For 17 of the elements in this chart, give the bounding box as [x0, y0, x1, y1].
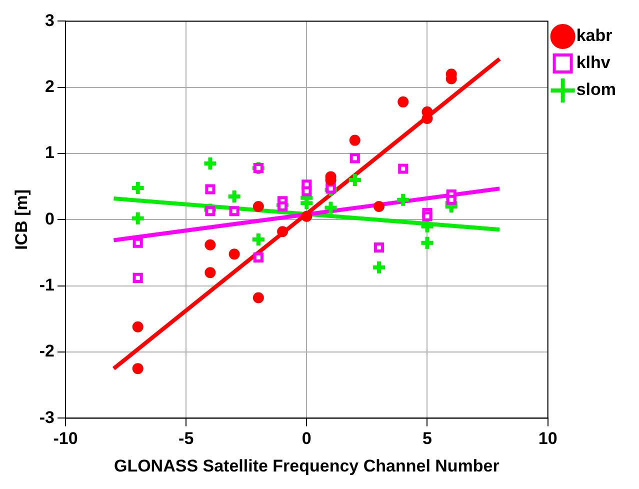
- y-tick-label: -1: [39, 276, 55, 295]
- y-axis-title: ICB [m]: [12, 189, 31, 250]
- x-tick-label: 0: [302, 429, 312, 448]
- x-tick-label: 10: [538, 429, 558, 448]
- x-axis-title: GLONASS Satellite Frequency Channel Number: [114, 456, 500, 476]
- y-tick-label: 3: [45, 10, 55, 30]
- legend-label: kabr: [576, 26, 613, 46]
- x-tick-label: 5: [422, 429, 432, 448]
- y-tick-label: 1: [45, 143, 55, 162]
- x-tick-label: -10: [53, 429, 78, 448]
- y-tick-label: 2: [45, 77, 55, 96]
- y-tick-label: -2: [39, 342, 55, 361]
- legend-label: klhv: [576, 53, 611, 72]
- y-tick-label: 0: [45, 209, 55, 228]
- legend-label: slom: [576, 80, 616, 100]
- x-tick-label: -5: [178, 429, 194, 448]
- y-tick-label: -3: [39, 408, 55, 427]
